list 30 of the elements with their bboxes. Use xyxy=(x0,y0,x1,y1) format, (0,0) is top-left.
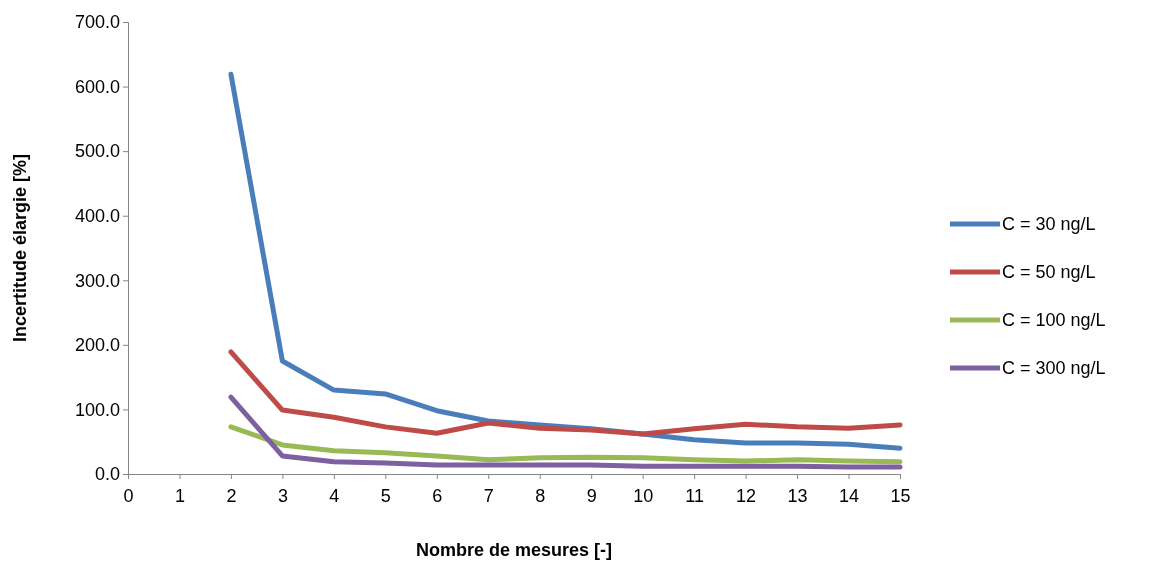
x-tick-label: 9 xyxy=(586,485,597,506)
x-tick-label: 10 xyxy=(633,485,654,506)
x-tick-label: 11 xyxy=(685,485,704,506)
x-tick-label: 3 xyxy=(277,485,288,506)
y-tick-label: 700.0 xyxy=(74,12,120,33)
x-tick-label: 2 xyxy=(226,485,237,506)
x-tick-label: 6 xyxy=(432,485,443,506)
y-tick-label: 0.0 xyxy=(94,464,120,485)
x-tick-label: 14 xyxy=(839,485,860,506)
x-tick-label: 7 xyxy=(483,485,494,506)
legend-label: C = 100 ng/L xyxy=(1002,310,1106,331)
y-tick-label: 400.0 xyxy=(74,205,120,226)
x-tick-label: 12 xyxy=(736,485,757,506)
y-tick-label: 600.0 xyxy=(74,76,120,97)
x-tick-label: 15 xyxy=(890,485,911,506)
legend-label: C = 50 ng/L xyxy=(1002,262,1096,283)
x-axis-title: Nombre de mesures [-] xyxy=(415,540,613,560)
x-tick-label: 8 xyxy=(535,485,546,506)
x-tick-label: 4 xyxy=(329,485,340,506)
legend-label: C = 30 ng/L xyxy=(1002,214,1096,235)
x-tick-label: 1 xyxy=(174,485,185,506)
x-tick-label: 13 xyxy=(787,485,808,506)
x-tick-label: 5 xyxy=(380,485,391,506)
y-axis-title: Incertitude élargie [%] xyxy=(10,153,30,343)
x-tick-label: 0 xyxy=(123,485,134,506)
y-tick-label: 100.0 xyxy=(74,399,120,420)
legend-label: C = 300 ng/L xyxy=(1002,358,1106,379)
y-tick-label: 200.0 xyxy=(74,335,120,356)
y-tick-label: 500.0 xyxy=(74,141,120,162)
y-tick-label: 300.0 xyxy=(74,270,120,291)
